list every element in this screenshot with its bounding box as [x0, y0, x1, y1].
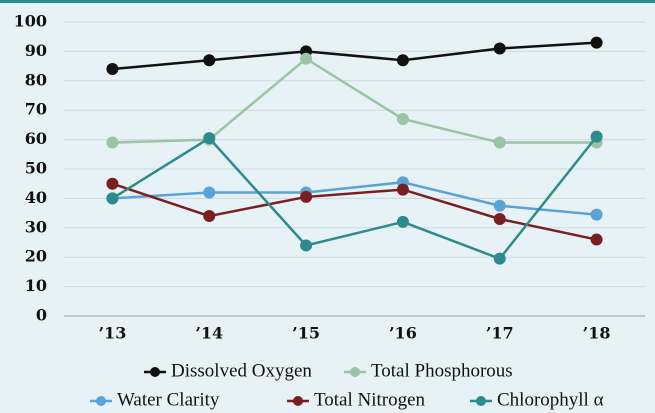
y-tick-label: 40 — [25, 188, 47, 207]
legend-label: Chlorophyll α — [497, 389, 604, 410]
y-tick-label: 60 — [25, 129, 47, 148]
y-tick-label: 0 — [36, 306, 47, 325]
point — [590, 208, 603, 221]
y-tick-label: 100 — [14, 12, 47, 31]
point — [203, 132, 216, 145]
x-tick-label: ’15 — [292, 324, 320, 343]
point — [493, 252, 506, 265]
top-border — [0, 0, 655, 3]
series-line — [112, 41, 597, 71]
point — [106, 192, 119, 205]
series-line — [112, 182, 597, 241]
point — [300, 52, 313, 65]
y-tick-label: 80 — [25, 70, 47, 89]
legend-label: Total Phosphorous — [371, 360, 513, 381]
series-line — [111, 135, 598, 261]
legend-label: Dissolved Oxygen — [171, 360, 312, 381]
point — [396, 183, 409, 196]
y-tick-label: 90 — [25, 41, 47, 60]
point — [493, 212, 506, 225]
point — [300, 190, 313, 203]
point — [106, 63, 119, 76]
legend-label: Total Nitrogen — [314, 389, 426, 410]
point — [590, 130, 603, 143]
y-tick-label: 10 — [25, 276, 47, 295]
point — [106, 177, 119, 190]
x-tick-label: ’16 — [389, 324, 417, 343]
point — [203, 54, 216, 67]
series-line — [112, 57, 597, 144]
legend-marker — [96, 396, 106, 406]
point — [590, 36, 603, 49]
legend-marker — [150, 367, 160, 377]
x-tick-label: ’18 — [583, 324, 611, 343]
x-tick-label: ’14 — [195, 324, 223, 343]
point — [300, 239, 313, 252]
series-line — [112, 180, 597, 216]
point — [396, 113, 409, 126]
point — [493, 199, 506, 212]
y-tick-label: 70 — [25, 100, 47, 119]
x-tick-label: ’17 — [486, 324, 514, 343]
point — [396, 54, 409, 67]
point — [106, 136, 119, 149]
point — [493, 136, 506, 149]
y-tick-label: 50 — [25, 159, 47, 178]
legend-marker — [350, 367, 360, 377]
y-tick-label: 30 — [25, 217, 47, 236]
legend-label: Water Clarity — [117, 389, 220, 410]
point — [493, 42, 506, 55]
point — [203, 186, 216, 199]
legend-marker — [476, 396, 486, 406]
x-tick-label: ’13 — [98, 324, 126, 343]
point — [203, 210, 216, 223]
y-tick-label: 20 — [25, 247, 47, 266]
point — [396, 215, 409, 228]
legend-marker — [293, 396, 303, 406]
point — [590, 233, 603, 246]
